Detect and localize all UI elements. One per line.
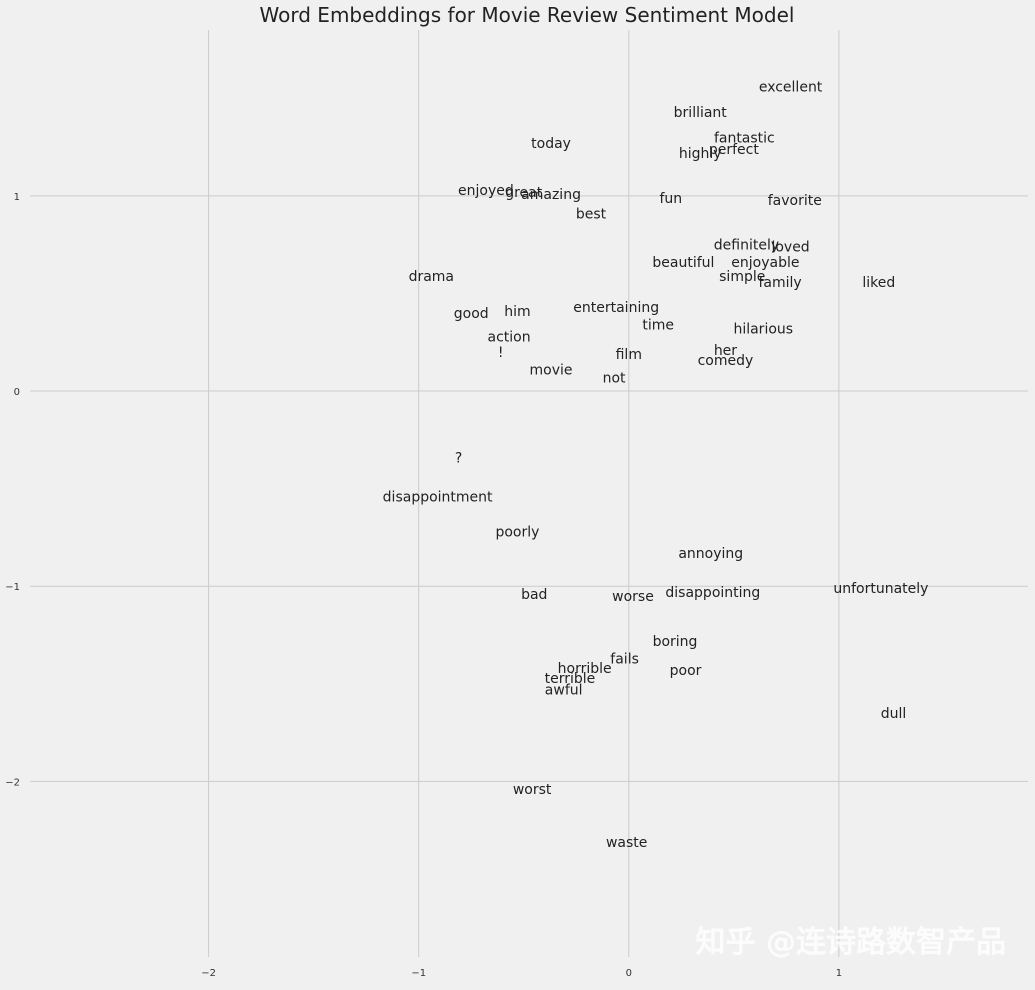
word-point-time: time (642, 318, 674, 334)
word-point-boring: boring (653, 634, 698, 650)
word-point-loved: loved (771, 240, 809, 256)
word-point-terrible: terrible (545, 671, 596, 687)
y-tick-label: 0 (14, 387, 20, 398)
word-point-comedy: comedy (698, 353, 754, 369)
word-point-disappointment: disappointment (383, 489, 493, 505)
word-point-disappointing: disappointing (665, 585, 760, 601)
x-tick-label: −2 (201, 968, 216, 979)
word-point-waste: waste (606, 835, 647, 851)
word-point-good: good (454, 306, 489, 322)
word-point-worst: worst (513, 782, 552, 798)
word-point-not: not (603, 370, 626, 386)
word-point-hilarious: hilarious (733, 322, 793, 338)
word-point-amazing: amazing (521, 187, 581, 203)
word-point-drama: drama (409, 269, 454, 285)
word-labels: excellent brilliant fantasticperfecthighly… (383, 80, 929, 851)
word-point-movie: movie (530, 363, 573, 379)
word-point-great: great (505, 185, 543, 201)
word-point-poorly: poorly (495, 525, 539, 541)
word-point-: ? (455, 450, 462, 466)
word-point-unfortunately: unfortunately (833, 581, 928, 597)
word-point-favorite: favorite (768, 193, 822, 209)
y-tick-label: −2 (5, 777, 20, 788)
word-point-fun: fun (659, 191, 682, 207)
grid-lines (30, 30, 1028, 957)
x-tick-label: 1 (836, 968, 842, 979)
y-tick-label: −1 (5, 582, 20, 593)
word-point-her: her (714, 343, 737, 359)
word-point-annoying: annoying (678, 546, 743, 562)
word-point-fails: fails (610, 651, 639, 667)
word-point-bad: bad (521, 587, 547, 603)
word-point-awful: awful (545, 683, 583, 699)
word-point-today: today (531, 136, 571, 152)
word-point-him: him (504, 304, 530, 320)
word-point-dull: dull (881, 706, 907, 722)
y-tick-label: 1 (14, 192, 20, 203)
word-point-entertaining: entertaining (573, 300, 659, 316)
word-point-horrible: horrible (558, 661, 612, 677)
word-point-perfect: perfect (709, 142, 759, 158)
word-point-family: family (758, 275, 801, 291)
x-tick-label: 0 (626, 968, 632, 979)
word-point-beautiful: beautiful (652, 255, 714, 271)
word-point-definitely: definitely (714, 238, 779, 254)
word-point-excellent: excellent (759, 80, 823, 96)
watermark-text: 知乎 @连诗路数智产品 (696, 925, 1006, 960)
chart-title: Word Embeddings for Movie Review Sentime… (260, 3, 795, 27)
word-point-simple: simple (719, 269, 765, 285)
word-point-: ! (498, 345, 504, 361)
word-point-film: film (616, 347, 642, 363)
x-tick-label: −1 (411, 968, 426, 979)
word-point-worse: worse (612, 589, 654, 605)
word-point-enjoyable: enjoyable (731, 255, 799, 271)
tick-labels: −2 −1 0 1 −2 −1 0 1 (5, 192, 842, 979)
word-point-liked: liked (862, 275, 895, 291)
word-point-enjoyed: enjoyed (458, 183, 514, 199)
word-point-brilliant: brilliant (674, 105, 728, 121)
word-point-highly: highly (679, 146, 722, 162)
word-point-fantastic: fantastic (714, 130, 775, 146)
word-point-best: best (576, 206, 607, 222)
word-point-poor: poor (670, 663, 702, 679)
word-point-action: action (487, 329, 530, 345)
